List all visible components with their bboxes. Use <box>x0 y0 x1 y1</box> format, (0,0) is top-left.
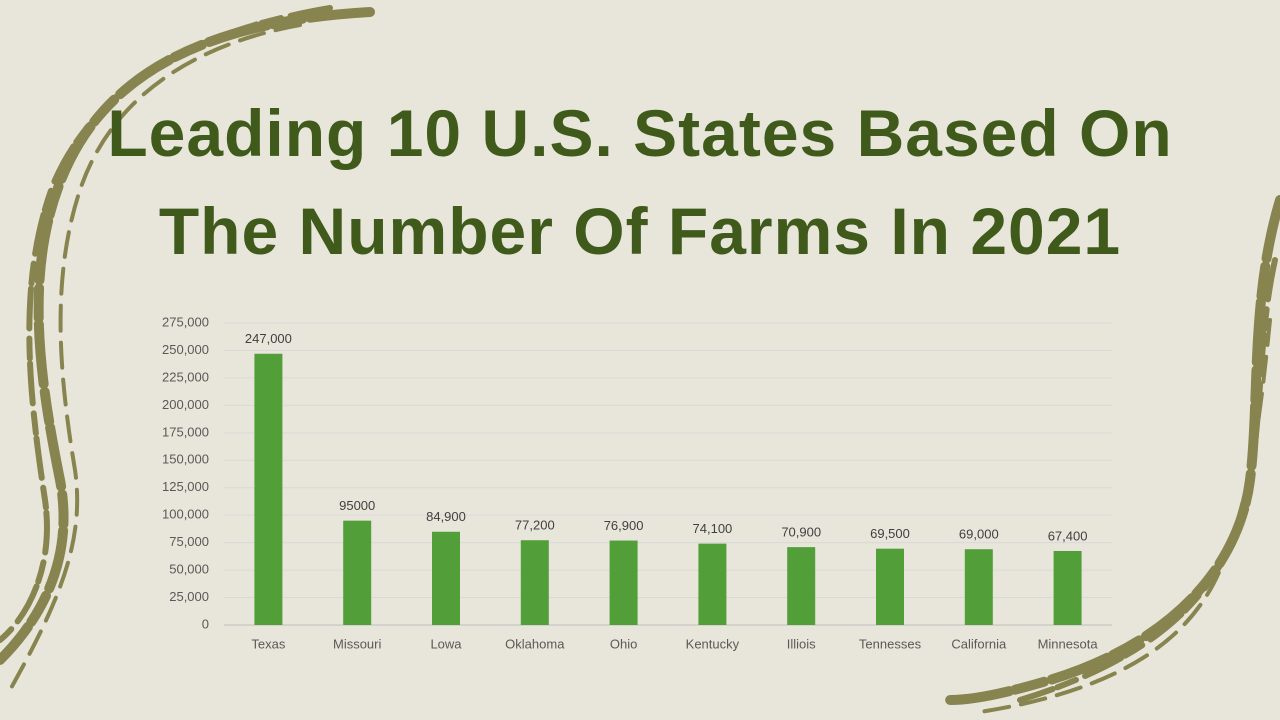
value-label: 74,100 <box>693 521 733 536</box>
value-label: 67,400 <box>1048 528 1088 543</box>
bar <box>343 520 372 625</box>
value-label: 247,000 <box>245 331 292 346</box>
x-tick-label: Missouri <box>333 636 382 651</box>
y-tick-label: 275,000 <box>162 314 209 329</box>
bar <box>964 549 993 625</box>
y-tick-label: 250,000 <box>162 342 209 357</box>
chart-title: Leading 10 U.S. States Based On The Numb… <box>107 96 1173 268</box>
y-tick-label: 50,000 <box>169 562 209 577</box>
value-label: 69,000 <box>959 527 999 542</box>
value-label: 70,900 <box>781 525 821 540</box>
x-tick-label: Oklahoma <box>505 636 565 651</box>
y-tick-label: 225,000 <box>162 369 209 384</box>
x-tick-label: California <box>951 636 1007 651</box>
x-tick-label: Ohio <box>610 636 637 651</box>
y-tick-label: 25,000 <box>169 589 209 604</box>
value-label: 77,200 <box>515 518 555 533</box>
bar <box>1053 550 1082 625</box>
bar <box>254 353 283 625</box>
x-tick-label: Kentucky <box>686 636 740 651</box>
x-tick-label: Minnesota <box>1038 636 1099 651</box>
x-tick-label: Illiois <box>787 636 816 651</box>
bar <box>609 540 638 625</box>
bar <box>787 547 816 625</box>
bar <box>876 548 904 625</box>
y-tick-label: 75,000 <box>169 534 209 549</box>
y-tick-label: 0 <box>202 616 209 631</box>
y-tick-label: 200,000 <box>162 397 209 412</box>
x-tick-label: Tennesses <box>859 636 922 651</box>
y-tick-label: 100,000 <box>162 507 209 522</box>
x-tick-label: Texas <box>251 636 285 651</box>
value-label: 69,500 <box>870 526 910 541</box>
bar <box>520 540 549 625</box>
bar <box>698 543 727 625</box>
bar <box>432 531 460 625</box>
value-label: 95000 <box>339 498 375 513</box>
x-tick-label: Lowa <box>430 636 462 651</box>
value-label: 84,900 <box>426 509 466 524</box>
y-tick-label: 150,000 <box>162 452 209 467</box>
value-label: 76,900 <box>604 518 644 533</box>
y-tick-label: 175,000 <box>162 424 209 439</box>
y-tick-label: 125,000 <box>162 479 209 494</box>
